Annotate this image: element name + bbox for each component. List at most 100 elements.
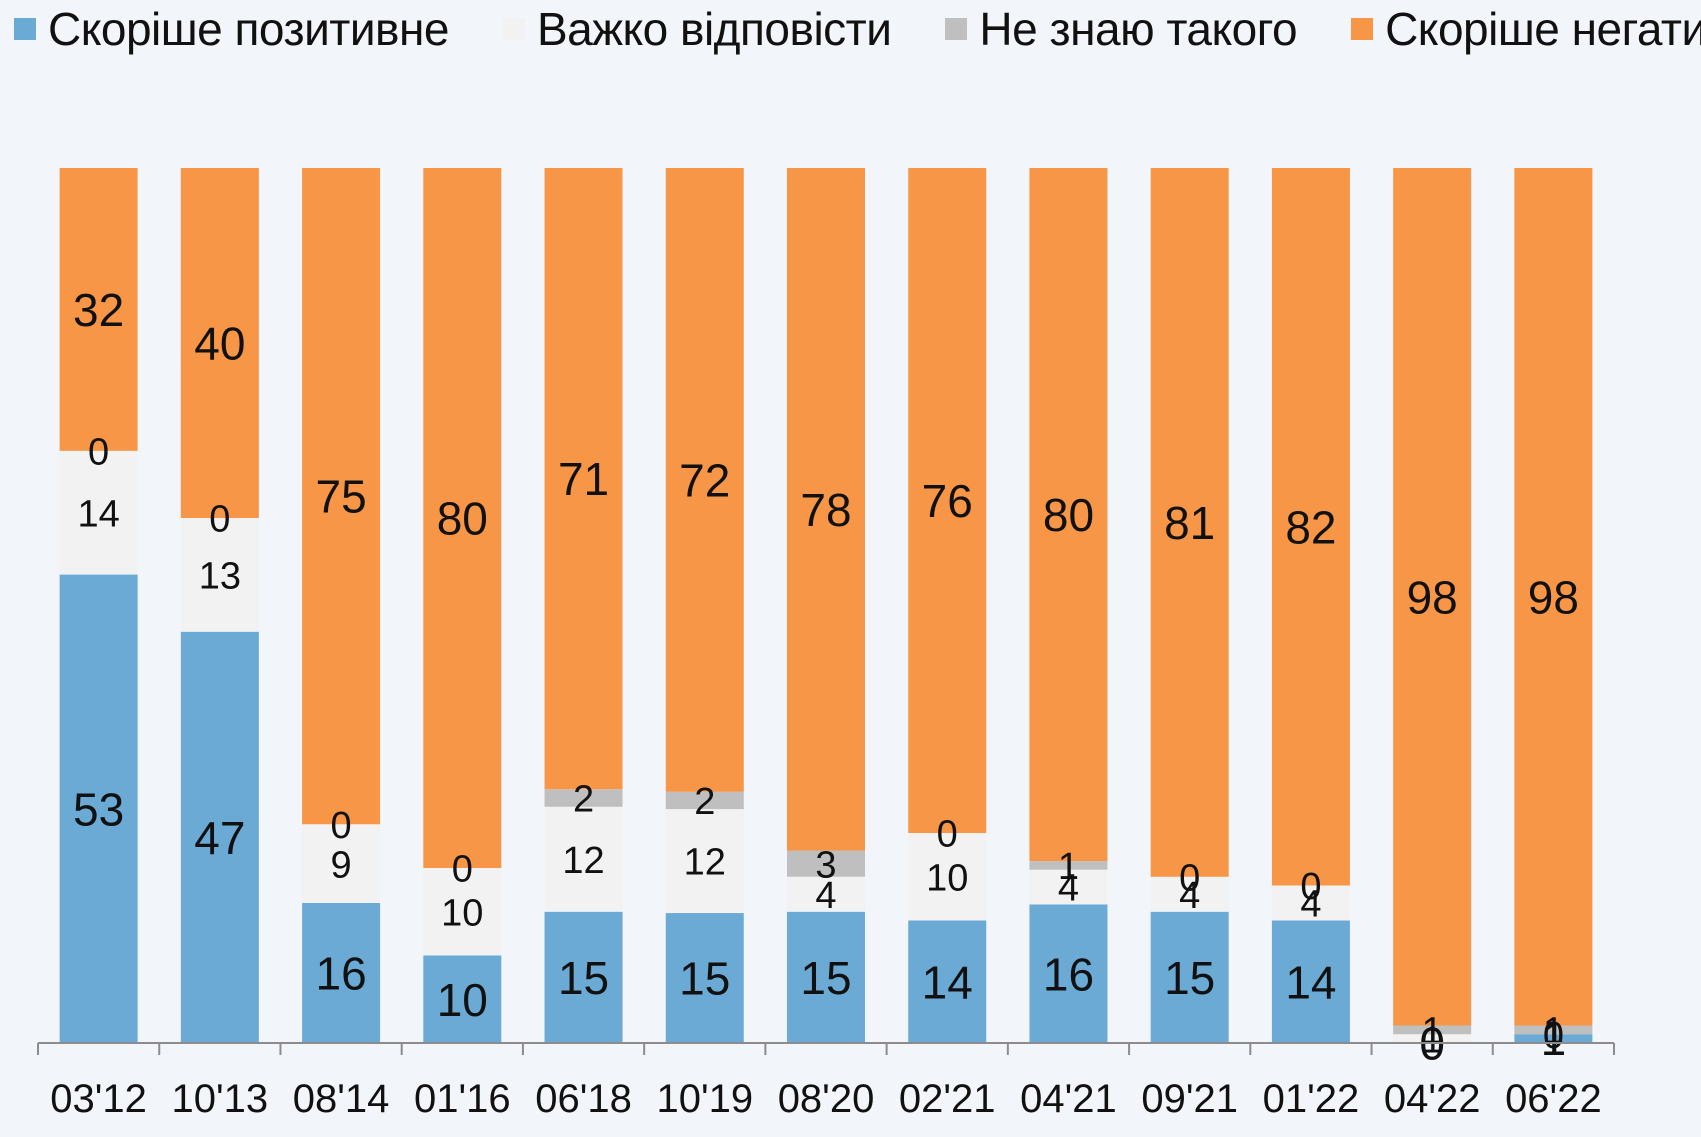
bar-segment [180, 631, 259, 1043]
bar-segment [665, 913, 744, 1043]
bar-segment [180, 518, 259, 632]
legend-item: Не знаю такого [945, 3, 1298, 55]
bar-segment [302, 824, 381, 903]
data-label: 14 [77, 493, 119, 535]
data-label: 0 [1179, 857, 1200, 899]
data-label: 2 [694, 781, 715, 823]
data-label: 0 [1300, 866, 1321, 908]
x-tick-label: 02'21 [899, 1077, 996, 1121]
x-tick-label: 06'22 [1505, 1077, 1602, 1121]
data-label: 1 [1422, 1019, 1443, 1061]
data-label: 80 [437, 493, 488, 545]
bar-segment [1029, 861, 1108, 870]
bar-segment [423, 955, 502, 1043]
data-label: 4 [815, 875, 836, 917]
chart-legend: Скоріше позитивне Важко відповісти Не знаю… [14, 6, 1701, 52]
data-label: 1 [1058, 846, 1079, 888]
bar-segment [1029, 869, 1108, 905]
bar-segment [544, 806, 623, 912]
bar-segment [59, 574, 138, 1043]
x-tick-label: 04'22 [1384, 1077, 1481, 1121]
bar-segment [908, 168, 987, 833]
data-label: 1 [1543, 1011, 1564, 1053]
bar-segment [787, 850, 865, 877]
bar-segment [1029, 904, 1108, 1043]
data-label: 15 [1164, 952, 1215, 1004]
bar-segment [544, 789, 623, 807]
data-label: 12 [684, 842, 726, 884]
data-label: 10 [926, 857, 968, 899]
legend-swatch [502, 18, 525, 40]
bar-segment [1150, 911, 1229, 1043]
data-label: 15 [800, 952, 851, 1004]
data-label: 10 [437, 974, 488, 1026]
bar-segment [1271, 885, 1350, 921]
bar-segment [1271, 168, 1350, 886]
data-label: 4 [1058, 868, 1079, 910]
data-label: 15 [679, 953, 730, 1005]
data-label: 12 [562, 840, 604, 882]
x-tick-label: 03'12 [50, 1077, 147, 1121]
legend-swatch [1351, 18, 1374, 40]
data-label: 47 [194, 812, 245, 864]
data-label: 1 [1422, 1011, 1443, 1053]
bar-segment [908, 833, 987, 921]
bar-segment [544, 911, 623, 1043]
legend-label: Скоріше негативне [1385, 3, 1701, 55]
bar-segment [544, 168, 623, 790]
bar-segment [1150, 876, 1229, 912]
bar-segment [1271, 920, 1350, 1043]
bar-segment [423, 168, 502, 868]
bar-segment [665, 168, 744, 792]
bar-segment [59, 450, 138, 575]
bar-segment [59, 168, 138, 451]
data-label: 0 [452, 849, 473, 891]
bar-segment [423, 868, 502, 956]
bar-segment [1150, 168, 1229, 877]
bar-segment [180, 168, 259, 518]
bar-segment [787, 168, 865, 851]
data-label: 78 [800, 484, 851, 536]
data-label: 53 [73, 783, 124, 835]
x-tick-label: 01'16 [414, 1077, 511, 1121]
data-label: 72 [679, 454, 730, 506]
data-label: 76 [922, 475, 973, 527]
bar-segment [665, 791, 744, 810]
legend-item: Скоріше негативне [1351, 6, 1701, 52]
legend-label: Важко відповісти [536, 3, 892, 55]
data-label: 13 [199, 556, 241, 598]
data-label: 16 [1043, 948, 1094, 1000]
data-label: 0 [331, 805, 352, 847]
x-tick-label: 10'19 [656, 1077, 753, 1121]
data-label: 80 [1043, 489, 1094, 541]
data-label: 0 [937, 814, 958, 856]
bar-segment [1514, 1034, 1593, 1043]
bar-segment [1514, 168, 1593, 1026]
data-label: 3 [815, 844, 836, 886]
x-tick-label: 04'21 [1020, 1077, 1117, 1121]
data-label: 71 [558, 453, 609, 505]
bar-segment [787, 911, 865, 1043]
data-label: 14 [922, 956, 973, 1008]
bar-segment [302, 903, 381, 1043]
bar-segment [1029, 168, 1108, 862]
bar-segment [665, 809, 744, 914]
bar-segment [787, 876, 865, 912]
bar-segment [1393, 1025, 1472, 1035]
legend-label: Не знаю такого [979, 3, 1298, 55]
legend-swatch [14, 18, 36, 40]
x-tick-label: 08'14 [293, 1077, 390, 1121]
data-label: 98 [1407, 571, 1458, 623]
x-tick-label: 08'20 [778, 1077, 875, 1121]
legend-item: Скоріше позитивне [14, 6, 449, 52]
data-label: 98 [1528, 571, 1579, 623]
x-tick-label: 09'21 [1141, 1077, 1238, 1121]
data-label: 0 [1543, 1015, 1564, 1057]
data-label: 40 [194, 318, 245, 370]
bar-segment [1393, 168, 1472, 1026]
data-label: 2 [573, 779, 594, 821]
data-label: 1 [1541, 1013, 1567, 1065]
data-label: 14 [1285, 956, 1336, 1008]
